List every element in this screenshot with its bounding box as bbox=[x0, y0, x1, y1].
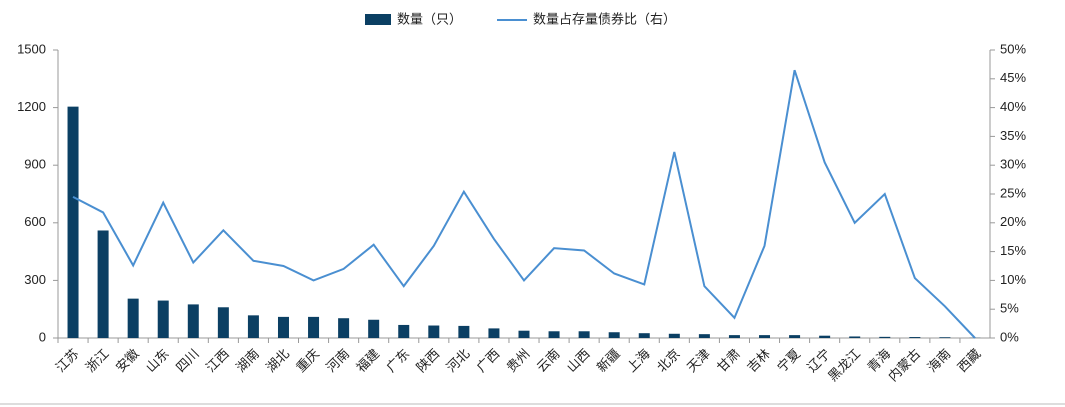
y2-tick-label: 35% bbox=[1000, 128, 1026, 143]
x-tick-label: 安徽 bbox=[113, 346, 142, 375]
x-tick-label: 云南 bbox=[534, 346, 563, 375]
x-tick-label: 重庆 bbox=[293, 346, 322, 375]
bar bbox=[217, 307, 229, 338]
y-tick-label: 1200 bbox=[17, 99, 46, 114]
x-tick-label: 湖北 bbox=[263, 346, 292, 375]
x-tick-label: 河南 bbox=[323, 346, 352, 375]
y-tick-label: 0 bbox=[39, 329, 46, 344]
y2-tick-label: 30% bbox=[1000, 157, 1026, 172]
y2-tick-label: 20% bbox=[1000, 214, 1026, 229]
bar bbox=[608, 332, 620, 338]
x-tick-label: 湖南 bbox=[233, 346, 262, 375]
bar bbox=[819, 335, 831, 338]
y-tick-label: 300 bbox=[24, 272, 46, 287]
bar bbox=[939, 337, 951, 338]
y-tick-label: 900 bbox=[24, 157, 46, 172]
y2-tick-label: 5% bbox=[1000, 301, 1019, 316]
x-tick-label: 甘肃 bbox=[714, 346, 743, 375]
x-tick-label: 山西 bbox=[564, 346, 593, 375]
x-tick-label: 福建 bbox=[353, 346, 382, 375]
x-tick-label: 新疆 bbox=[594, 346, 623, 375]
x-tick-label: 内蒙古 bbox=[885, 346, 923, 384]
x-tick-label: 黑龙江 bbox=[825, 346, 863, 384]
bar bbox=[308, 316, 320, 338]
bar bbox=[518, 330, 530, 338]
x-tick-label: 江西 bbox=[203, 346, 232, 375]
x-tick-label: 贵州 bbox=[504, 346, 533, 375]
bar bbox=[849, 336, 861, 338]
y-tick-label: 600 bbox=[24, 214, 46, 229]
bar bbox=[67, 106, 79, 338]
x-tick-label: 海南 bbox=[924, 346, 953, 375]
bar bbox=[368, 319, 380, 338]
x-tick-label: 山东 bbox=[143, 346, 172, 375]
bar bbox=[488, 328, 500, 338]
bar bbox=[277, 316, 289, 338]
bar bbox=[157, 300, 169, 338]
bar bbox=[578, 331, 590, 338]
x-tick-label: 西藏 bbox=[955, 346, 984, 375]
x-tick-label: 宁夏 bbox=[774, 346, 803, 375]
bar bbox=[789, 335, 801, 338]
y-tick-label: 1500 bbox=[17, 41, 46, 56]
bar bbox=[97, 230, 109, 338]
y2-tick-label: 0% bbox=[1000, 329, 1019, 344]
legend-swatch bbox=[365, 14, 391, 25]
bar bbox=[879, 336, 891, 338]
x-tick-label: 北京 bbox=[654, 346, 683, 375]
x-tick-label: 广东 bbox=[383, 346, 412, 375]
y2-tick-label: 40% bbox=[1000, 99, 1026, 114]
bar bbox=[668, 333, 680, 338]
bar bbox=[127, 298, 139, 338]
bar bbox=[428, 325, 440, 338]
bar bbox=[909, 337, 921, 338]
bar bbox=[398, 324, 410, 338]
bar bbox=[548, 331, 560, 338]
bar bbox=[728, 335, 740, 338]
x-tick-label: 吉林 bbox=[744, 346, 773, 375]
bar bbox=[698, 334, 710, 338]
legend-label: 数量（只） bbox=[397, 11, 462, 26]
x-tick-label: 陕西 bbox=[413, 346, 442, 375]
y2-tick-label: 25% bbox=[1000, 185, 1026, 200]
x-tick-label: 江苏 bbox=[53, 346, 82, 375]
y2-tick-label: 45% bbox=[1000, 70, 1026, 85]
bar bbox=[638, 333, 650, 338]
x-tick-label: 河北 bbox=[443, 346, 472, 375]
bar bbox=[458, 325, 470, 338]
x-tick-label: 天津 bbox=[684, 346, 713, 375]
bar bbox=[187, 304, 199, 338]
bar bbox=[338, 318, 350, 338]
line bbox=[72, 69, 976, 339]
bar bbox=[759, 335, 771, 338]
legend-label: 数量占存量债券比（右） bbox=[533, 11, 676, 26]
y2-tick-label: 15% bbox=[1000, 243, 1026, 258]
x-tick-label: 四川 bbox=[173, 346, 202, 375]
bar bbox=[247, 315, 259, 338]
x-tick-label: 上海 bbox=[624, 346, 653, 375]
x-tick-label: 浙江 bbox=[83, 346, 112, 375]
y2-tick-label: 10% bbox=[1000, 272, 1026, 287]
x-tick-label: 广西 bbox=[473, 346, 502, 375]
y2-tick-label: 50% bbox=[1000, 41, 1026, 56]
